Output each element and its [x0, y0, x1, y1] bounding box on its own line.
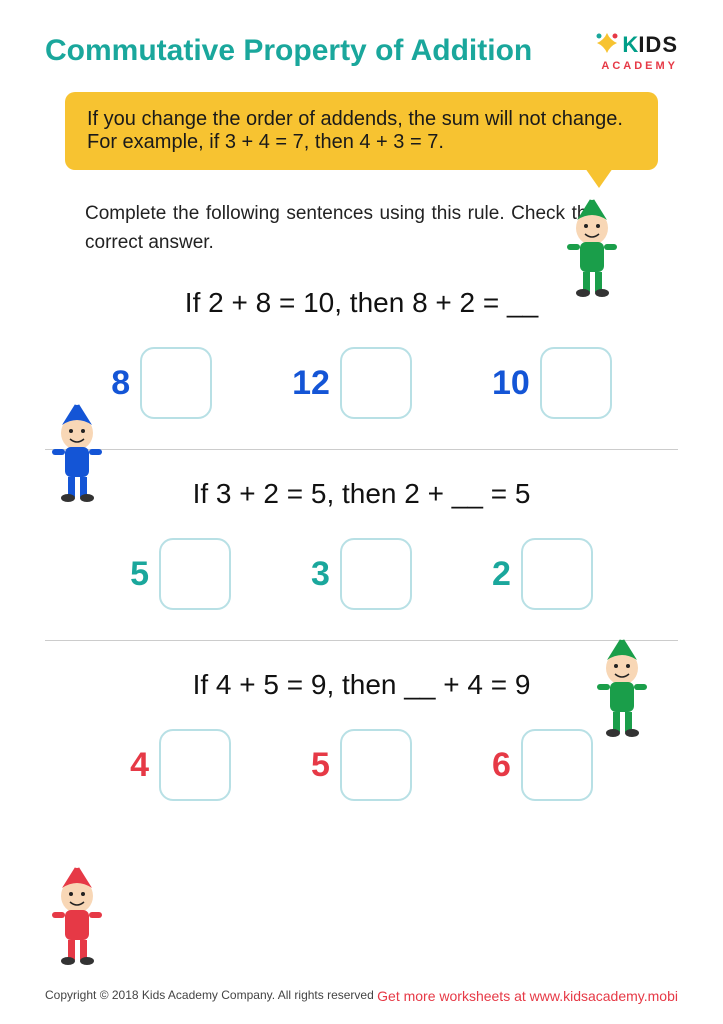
- answer-box[interactable]: [340, 347, 412, 419]
- answer-box[interactable]: [159, 538, 231, 610]
- logo-splash-icon: [594, 30, 620, 62]
- elf-character-icon: [555, 190, 630, 308]
- problem-3-option-c[interactable]: 6: [492, 729, 593, 801]
- option-label: 2: [492, 555, 511, 594]
- answer-box[interactable]: [340, 538, 412, 610]
- option-label: 3: [311, 555, 330, 594]
- problem-1-option-a[interactable]: 8: [111, 347, 212, 419]
- option-label: 5: [130, 555, 149, 594]
- problem-3-sentence: If 4 + 5 = 9, then __ + 4 = 9: [45, 669, 678, 701]
- page-title: Commutative Property of Addition: [45, 34, 532, 68]
- answer-box[interactable]: [540, 347, 612, 419]
- option-label: 12: [292, 364, 330, 403]
- problem-1-option-b[interactable]: 12: [292, 347, 412, 419]
- elf-character-icon: [585, 630, 660, 748]
- answer-box[interactable]: [521, 729, 593, 801]
- instruction-text: Complete the following sentences using t…: [85, 200, 598, 257]
- rule-callout: If you change the order of addends, the …: [65, 92, 658, 170]
- answer-box[interactable]: [159, 729, 231, 801]
- option-label: 4: [130, 746, 149, 785]
- problem-2-option-b[interactable]: 3: [311, 538, 412, 610]
- logo-letter-k: K: [622, 32, 638, 57]
- elf-character-icon: [40, 395, 115, 513]
- problem-2-option-a[interactable]: 5: [130, 538, 231, 610]
- answer-box[interactable]: [521, 538, 593, 610]
- divider: [45, 449, 678, 450]
- logo-sub-text: ACADEMY: [594, 60, 678, 72]
- problem-2-options: 5 3 2: [45, 538, 678, 610]
- elf-character-icon: [40, 858, 115, 976]
- divider: [45, 640, 678, 641]
- footer: Copyright © 2018 Kids Academy Company. A…: [45, 988, 678, 1004]
- problem-3-option-b[interactable]: 5: [311, 729, 412, 801]
- problem-2-option-c[interactable]: 2: [492, 538, 593, 610]
- problem-2-sentence: If 3 + 2 = 5, then 2 + __ = 5: [45, 478, 678, 510]
- logo: KIDS ACADEMY: [594, 30, 678, 72]
- answer-box[interactable]: [340, 729, 412, 801]
- answer-box[interactable]: [140, 347, 212, 419]
- problem-3-option-a[interactable]: 4: [130, 729, 231, 801]
- copyright-text: Copyright © 2018 Kids Academy Company. A…: [45, 988, 374, 1004]
- option-label: 6: [492, 746, 511, 785]
- problem-3-options: 4 5 6: [45, 729, 678, 801]
- header: Commutative Property of Addition KIDS AC…: [45, 30, 678, 72]
- option-label: 10: [492, 364, 530, 403]
- option-label: 5: [311, 746, 330, 785]
- logo-main-text: IDS: [638, 32, 678, 57]
- problem-1-options: 8 12 10: [45, 347, 678, 419]
- problem-1-option-c[interactable]: 10: [492, 347, 612, 419]
- more-worksheets-link: Get more worksheets at www.kidsacademy.m…: [377, 988, 678, 1004]
